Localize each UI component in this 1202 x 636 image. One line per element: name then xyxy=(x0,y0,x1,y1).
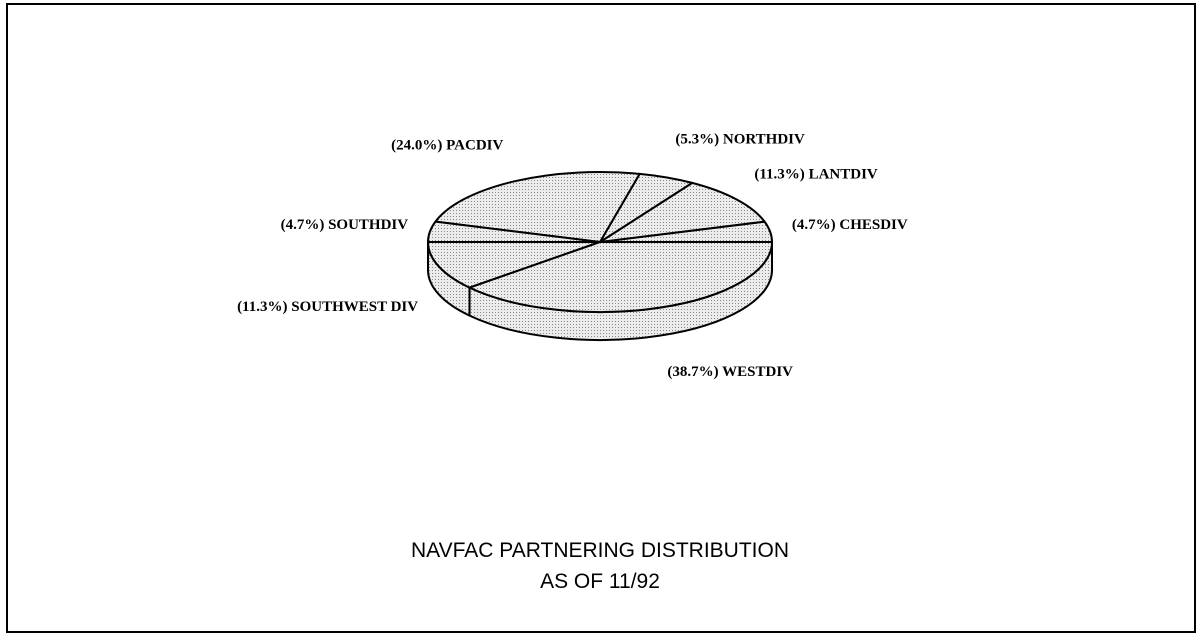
data-label: (5.3%) NORTHDIV xyxy=(675,132,805,148)
chart-title: NAVFAC PARTNERING DISTRIBUTION xyxy=(411,539,789,562)
pie-slice xyxy=(427,241,601,289)
value-label: (11.3%) xyxy=(754,167,804,183)
data-label: (4.7%) CHESDIV xyxy=(792,217,908,233)
value-label: (24.0%) xyxy=(391,138,442,154)
data-label: (11.3%) SOUTHWEST DIV xyxy=(237,300,418,316)
chart-subtitle: AS OF 11/92 xyxy=(540,570,660,593)
data-label: (24.0%) PACDIV xyxy=(391,138,503,154)
category-label: SOUTHDIV xyxy=(328,217,408,233)
data-label: (4.7%) SOUTHDIV xyxy=(281,217,409,233)
category-label: CHESDIV xyxy=(839,217,908,233)
value-label: (4.7%) xyxy=(792,217,836,233)
category-label: LANTDIV xyxy=(809,167,878,183)
data-label: (11.3%) LANTDIV xyxy=(754,167,878,183)
value-label: (4.7%) xyxy=(281,217,325,233)
category-label: SOUTHWEST DIV xyxy=(291,300,418,316)
category-label: WESTDIV xyxy=(722,365,793,381)
value-label: (38.7%) xyxy=(667,365,718,381)
pie-slice xyxy=(599,181,766,243)
category-label: PACDIV xyxy=(446,138,503,154)
category-label: NORTHDIV xyxy=(723,132,805,148)
pie-slice xyxy=(434,171,641,243)
data-label: (38.7%) WESTDIV xyxy=(667,365,793,381)
pie-slice xyxy=(468,241,773,313)
value-label: (11.3%) xyxy=(237,300,287,316)
frame xyxy=(6,3,1196,633)
value-label: (5.3%) xyxy=(675,132,719,148)
